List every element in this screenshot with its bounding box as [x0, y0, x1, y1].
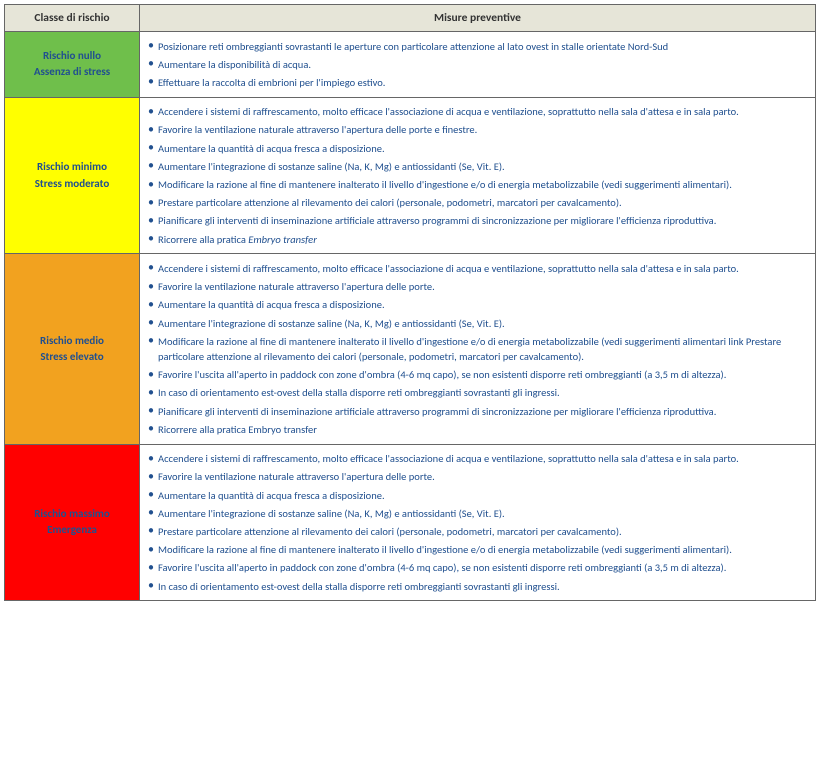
list-item: Favorire la ventilazione naturale attrav…: [146, 121, 807, 139]
risk-label-line2: Assenza di stress: [9, 64, 135, 81]
list-item: Favorire la ventilazione naturale attrav…: [146, 468, 807, 486]
measures-list: Accendere i sistemi di raffrescamento, m…: [146, 450, 807, 596]
header-class: Classe di rischio: [5, 5, 140, 32]
table-row: Rischio medioStress elevato Accendere i s…: [5, 254, 816, 444]
list-item: Posizionare reti ombreggianti sovrastant…: [146, 37, 807, 55]
risk-label-line1: Rischio massimo: [9, 506, 135, 523]
measures-list: Posizionare reti ombreggianti sovrastant…: [146, 37, 807, 92]
list-item: Aumentare la quantità di acqua fresca a …: [146, 139, 807, 157]
risk-class-cell: Rischio minimoStress moderato: [5, 97, 140, 254]
measures-list: Accendere i sistemi di raffrescamento, m…: [146, 259, 807, 438]
list-item: Favorire l'uscita all'aperto in paddock …: [146, 559, 807, 577]
list-item: Aumentare la disponibilità di acqua.: [146, 55, 807, 73]
list-item: Aumentare la quantità di acqua fresca a …: [146, 296, 807, 314]
measures-list: Accendere i sistemi di raffrescamento, m…: [146, 103, 807, 249]
measures-cell: Accendere i sistemi di raffrescamento, m…: [140, 97, 816, 254]
list-item: Favorire l'uscita all'aperto in paddock …: [146, 366, 807, 384]
risk-label-line2: Stress elevato: [9, 349, 135, 366]
list-item: Aumentare la quantità di acqua fresca a …: [146, 486, 807, 504]
list-item: Ricorrere alla pratica Embryo transfer: [146, 420, 807, 438]
risk-class-cell: Rischio massimoEmergenza: [5, 444, 140, 601]
list-item: Modificare la razione al fine di mantene…: [146, 541, 807, 559]
risk-label-line1: Rischio medio: [9, 333, 135, 350]
list-item: Pianificare gli interventi di inseminazi…: [146, 402, 807, 420]
table-row: Rischio nulloAssenza di stress Posizionar…: [5, 32, 816, 98]
table-row: Rischio massimoEmergenza Accendere i sist…: [5, 444, 816, 601]
list-item: Aumentare l'integrazione di sostanze sal…: [146, 504, 807, 522]
list-item: Accendere i sistemi di raffrescamento, m…: [146, 450, 807, 468]
list-item: Modificare la razione al fine di mantene…: [146, 176, 807, 194]
list-item: Pianificare gli interventi di inseminazi…: [146, 212, 807, 230]
list-item: Ricorrere alla pratica Embryo transfer: [146, 230, 807, 248]
risk-class-cell: Rischio nulloAssenza di stress: [5, 32, 140, 98]
list-item: Prestare particolare attenzione al rilev…: [146, 522, 807, 540]
measures-cell: Posizionare reti ombreggianti sovrastant…: [140, 32, 816, 98]
list-item: Accendere i sistemi di raffrescamento, m…: [146, 103, 807, 121]
list-item: Favorire la ventilazione naturale attrav…: [146, 278, 807, 296]
list-item: Aumentare l'integrazione di sostanze sal…: [146, 314, 807, 332]
measures-cell: Accendere i sistemi di raffrescamento, m…: [140, 254, 816, 444]
risk-label-line2: Stress moderato: [9, 176, 135, 193]
list-item: Prestare particolare attenzione al rilev…: [146, 194, 807, 212]
table-row: Rischio minimoStress moderato Accendere i…: [5, 97, 816, 254]
list-item: Modificare la razione al fine di mantene…: [146, 332, 807, 365]
header-row: Classe di rischio Misure preventive: [5, 5, 816, 32]
risk-label-line1: Rischio minimo: [9, 159, 135, 176]
list-item: Effettuare la raccolta di embrioni per l…: [146, 73, 807, 91]
risk-table: Classe di rischio Misure preventive Risc…: [4, 4, 816, 601]
risk-label-line2: Emergenza: [9, 522, 135, 539]
risk-label-line1: Rischio nullo: [9, 48, 135, 65]
header-measures: Misure preventive: [140, 5, 816, 32]
list-item: In caso di orientamento est-ovest della …: [146, 577, 807, 595]
list-item: Accendere i sistemi di raffrescamento, m…: [146, 259, 807, 277]
list-item: In caso di orientamento est-ovest della …: [146, 384, 807, 402]
measures-cell: Accendere i sistemi di raffrescamento, m…: [140, 444, 816, 601]
list-item: Aumentare l'integrazione di sostanze sal…: [146, 157, 807, 175]
risk-class-cell: Rischio medioStress elevato: [5, 254, 140, 444]
